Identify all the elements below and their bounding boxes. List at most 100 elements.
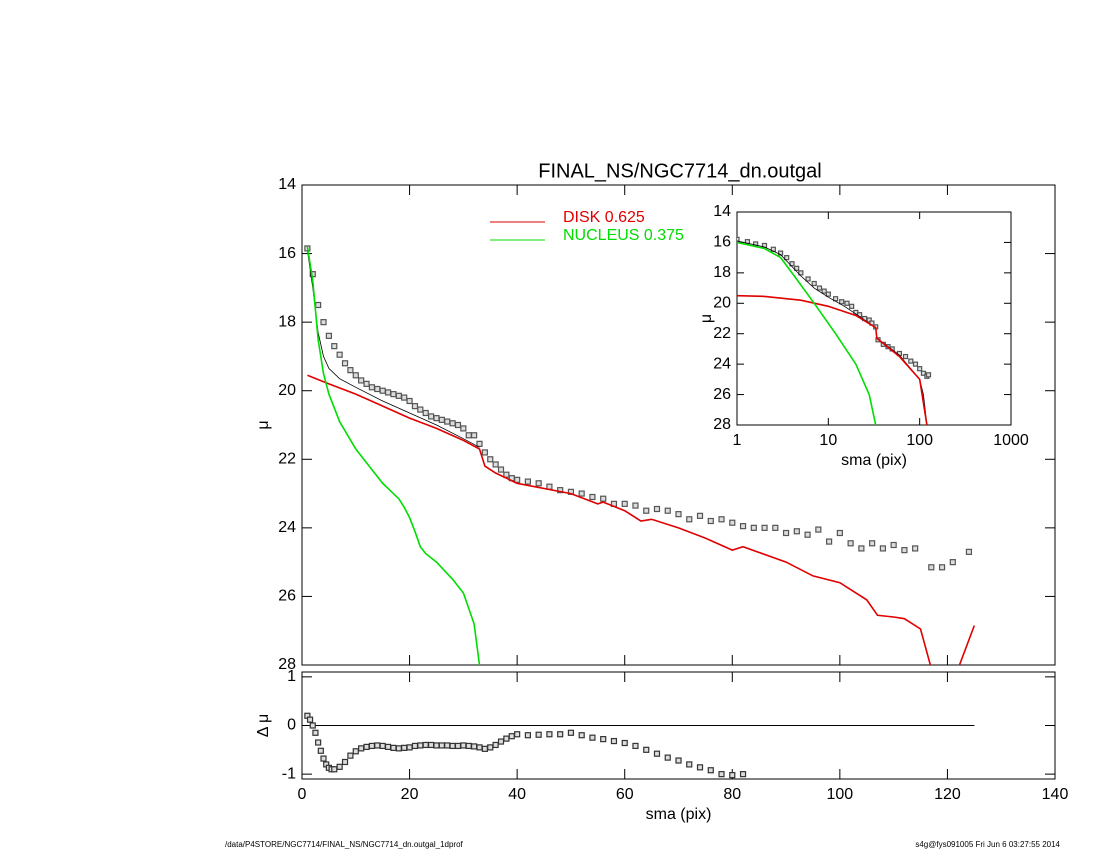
data-point <box>925 372 932 378</box>
data-point <box>782 529 790 537</box>
data-point <box>411 742 419 750</box>
data-point <box>347 752 354 759</box>
data-point <box>390 744 397 751</box>
model-line <box>737 240 928 425</box>
plot-area <box>737 236 932 425</box>
data-point <box>471 432 478 439</box>
data-point <box>358 745 365 752</box>
x-tick-label: 60 <box>616 786 634 803</box>
x-tick-label: 40 <box>508 786 526 803</box>
data-point <box>610 737 618 745</box>
data-point <box>481 745 488 752</box>
data-point <box>524 478 532 485</box>
data-point <box>589 734 596 741</box>
data-point <box>744 239 751 245</box>
model-line <box>737 241 877 425</box>
y-tick-label: 24 <box>278 519 296 536</box>
data-point <box>363 743 370 751</box>
x-axis-label: sma (pix) <box>646 806 712 823</box>
data-point <box>417 742 424 749</box>
data-point <box>804 531 811 538</box>
data-point <box>336 763 343 770</box>
y-tick-label: 18 <box>713 264 731 281</box>
data-point <box>737 236 740 242</box>
data-point <box>379 387 386 394</box>
data-point <box>825 291 831 297</box>
y-tick-label: 18 <box>278 313 296 330</box>
data-point <box>917 366 923 372</box>
y-axis-label: Δ μ <box>255 714 272 737</box>
data-point <box>578 490 585 497</box>
data-point <box>729 519 736 526</box>
data-point <box>901 547 908 554</box>
data-point <box>487 744 494 751</box>
chart-title: FINAL_NS/NGC7714_dn.outgal <box>538 160 822 182</box>
data-point <box>449 742 456 750</box>
data-point <box>524 732 532 739</box>
y-tick-label: 28 <box>713 416 731 433</box>
data-point <box>794 265 800 271</box>
data-point <box>368 384 376 391</box>
data-point <box>839 299 845 305</box>
data-point <box>312 729 319 736</box>
data-point <box>481 449 488 456</box>
footer-path: /data/P4STORE/NGC7714/FINAL_NS/NGC7714_d… <box>225 840 464 849</box>
data-point <box>497 466 505 473</box>
y-tick-label: 22 <box>713 325 731 342</box>
y-tick-label: 16 <box>278 245 296 262</box>
data-point <box>309 722 316 729</box>
data-point <box>454 421 462 429</box>
data-point <box>811 280 817 287</box>
data-point <box>578 732 585 739</box>
data-point <box>600 736 607 743</box>
plot-frame <box>301 184 1056 666</box>
data-point <box>821 288 827 294</box>
data-point <box>476 440 483 447</box>
x-tick-label: 10 <box>819 432 837 449</box>
data-point <box>675 757 682 764</box>
data-point <box>949 559 956 566</box>
x-axis-label: sma (pix) <box>841 452 907 469</box>
data-point <box>772 524 779 531</box>
x-tick-label: 0 <box>298 786 307 803</box>
data-point <box>465 432 472 439</box>
x-tick-label: 120 <box>934 786 961 803</box>
data-point <box>707 517 714 525</box>
x-tick-label: 140 <box>1042 786 1069 803</box>
data-point <box>825 538 833 545</box>
data-point <box>465 742 472 750</box>
data-point <box>444 742 451 749</box>
data-point <box>912 361 919 367</box>
plot-area <box>304 712 975 779</box>
data-point <box>557 731 564 738</box>
data-point <box>632 742 639 750</box>
data-point <box>492 461 499 468</box>
data-point <box>739 771 747 778</box>
data-point <box>497 738 505 745</box>
data-point <box>460 742 467 749</box>
data-point <box>643 746 650 753</box>
data-point <box>836 529 843 537</box>
data-point <box>546 731 553 738</box>
data-point <box>363 380 370 387</box>
data-point <box>347 367 354 374</box>
data-point <box>433 415 440 422</box>
data-point <box>815 526 822 533</box>
data-point <box>438 742 445 749</box>
data-point <box>341 758 349 766</box>
data-point <box>341 360 349 367</box>
data-point <box>352 748 359 755</box>
y-tick-label: 20 <box>713 295 731 312</box>
y-tick-label: 1 <box>287 668 296 685</box>
data-point <box>306 716 314 723</box>
data-point <box>449 420 456 427</box>
data-point <box>664 507 671 514</box>
data-point <box>789 261 795 267</box>
data-point <box>675 511 682 518</box>
data-point <box>965 548 973 555</box>
data-point <box>384 389 392 396</box>
data-point <box>406 397 413 405</box>
data-point <box>315 301 322 309</box>
x-tick-label: 100 <box>827 786 854 803</box>
data-point <box>643 507 650 514</box>
